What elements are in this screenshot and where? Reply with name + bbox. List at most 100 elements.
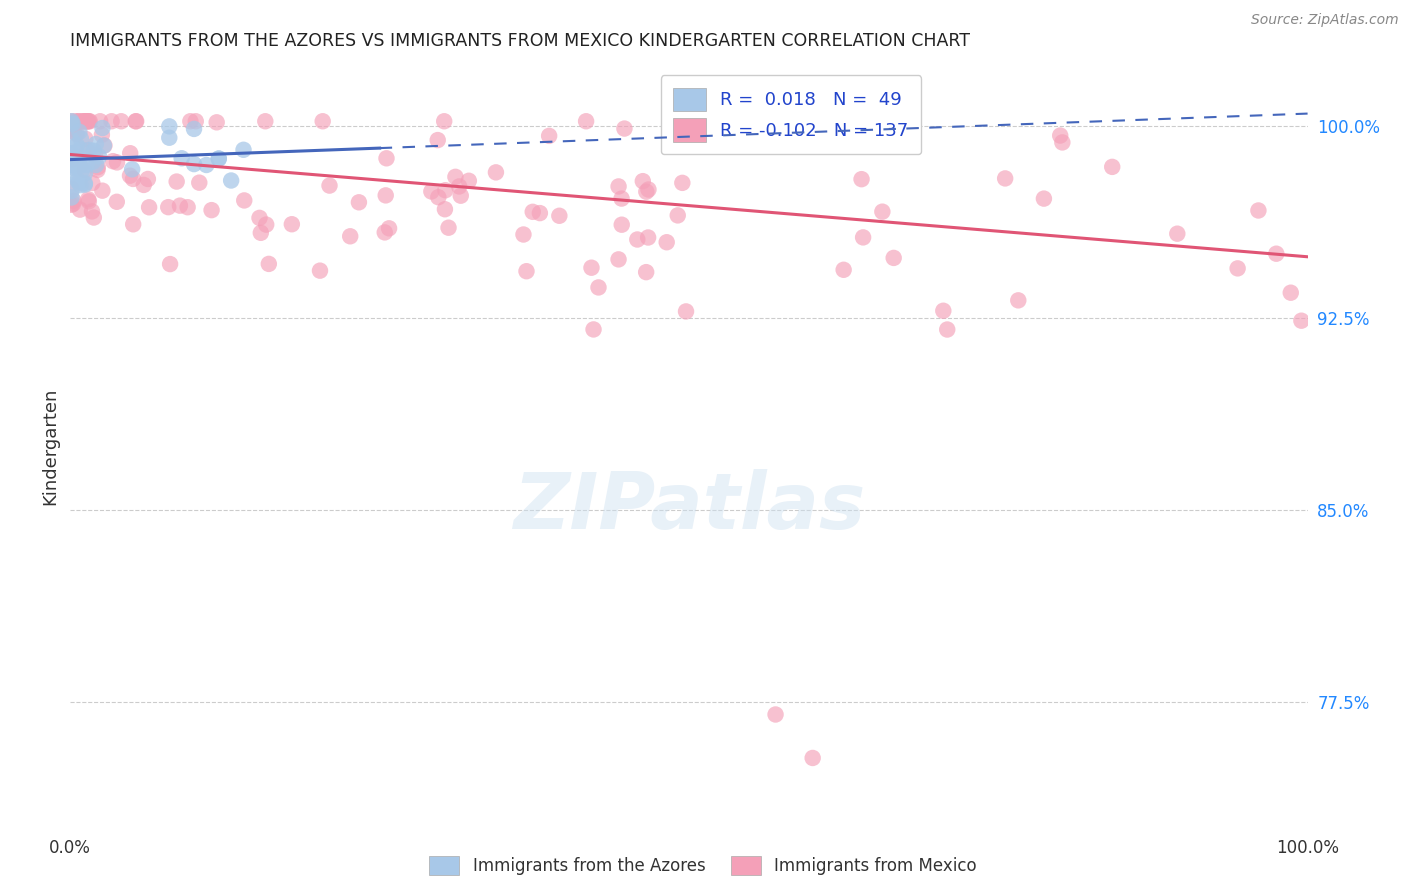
Point xyxy=(176,200,198,214)
Point xyxy=(159,257,181,271)
Point xyxy=(75,114,97,128)
Point xyxy=(433,114,456,128)
Point xyxy=(374,226,396,240)
Point xyxy=(607,179,630,194)
Point xyxy=(65,114,87,128)
Point xyxy=(1052,136,1074,150)
Point xyxy=(100,114,122,128)
Point xyxy=(637,182,659,196)
Point xyxy=(60,190,83,204)
Point xyxy=(613,121,636,136)
Point xyxy=(375,151,398,165)
Point xyxy=(63,120,86,134)
Point xyxy=(84,158,107,172)
Text: Source: ZipAtlas.com: Source: ZipAtlas.com xyxy=(1251,13,1399,28)
Point xyxy=(91,121,114,136)
Point xyxy=(1032,192,1054,206)
Point xyxy=(73,176,96,190)
Point xyxy=(936,322,959,336)
Point xyxy=(77,192,100,206)
Point xyxy=(347,195,370,210)
Point xyxy=(427,190,450,204)
Point xyxy=(522,204,544,219)
Point xyxy=(378,221,401,235)
Point xyxy=(581,260,603,275)
Point xyxy=(75,114,97,128)
Point xyxy=(62,122,84,136)
Point xyxy=(675,304,697,318)
Point xyxy=(60,151,83,165)
Point xyxy=(631,174,654,188)
Point xyxy=(120,146,142,161)
Point xyxy=(932,303,955,318)
Point xyxy=(157,130,180,145)
Point xyxy=(1265,246,1288,260)
Point xyxy=(205,115,228,129)
Point xyxy=(62,117,84,131)
Point xyxy=(118,169,141,183)
Point xyxy=(60,184,83,198)
Point xyxy=(76,114,98,128)
Point xyxy=(1279,285,1302,300)
Point xyxy=(138,200,160,214)
Point xyxy=(67,114,90,128)
Point xyxy=(801,751,824,765)
Point xyxy=(318,178,340,193)
Point xyxy=(183,122,205,136)
Point xyxy=(60,114,83,128)
Point xyxy=(233,194,256,208)
Point xyxy=(73,162,96,177)
Point xyxy=(67,114,90,128)
Point xyxy=(73,166,96,180)
Point xyxy=(281,217,304,231)
Point xyxy=(89,114,111,128)
Legend: Immigrants from the Azores, Immigrants from Mexico: Immigrants from the Azores, Immigrants f… xyxy=(422,847,984,884)
Y-axis label: Kindergarten: Kindergarten xyxy=(41,387,59,505)
Point xyxy=(66,138,89,153)
Point xyxy=(62,196,84,211)
Point xyxy=(69,202,91,217)
Point xyxy=(254,218,277,232)
Point xyxy=(67,176,90,190)
Point xyxy=(62,157,84,171)
Point xyxy=(832,262,855,277)
Point xyxy=(883,251,905,265)
Point xyxy=(77,194,100,209)
Point xyxy=(538,128,561,143)
Point xyxy=(208,152,231,166)
Point xyxy=(437,220,460,235)
Point xyxy=(65,153,87,168)
Point xyxy=(420,185,443,199)
Point xyxy=(70,143,93,157)
Point xyxy=(1007,293,1029,308)
Point xyxy=(63,124,86,138)
Point xyxy=(851,172,873,186)
Point xyxy=(90,128,112,142)
Point xyxy=(872,204,894,219)
Point xyxy=(1226,261,1249,276)
Point xyxy=(1291,314,1313,328)
Point xyxy=(122,217,145,231)
Point xyxy=(208,152,231,166)
Point xyxy=(179,114,201,128)
Point xyxy=(121,162,143,177)
Point xyxy=(512,227,534,242)
Point xyxy=(852,230,875,244)
Point xyxy=(626,232,648,246)
Point xyxy=(257,257,280,271)
Point xyxy=(166,175,188,189)
Point xyxy=(339,229,361,244)
Point xyxy=(83,211,105,225)
Point xyxy=(60,117,83,131)
Point xyxy=(70,114,93,128)
Point xyxy=(62,161,84,175)
Point xyxy=(449,179,471,194)
Point xyxy=(60,133,83,147)
Point xyxy=(73,114,96,128)
Point xyxy=(132,178,155,192)
Point xyxy=(169,199,191,213)
Point xyxy=(60,182,83,196)
Point xyxy=(79,143,101,157)
Point xyxy=(1247,203,1270,218)
Point xyxy=(1101,160,1123,174)
